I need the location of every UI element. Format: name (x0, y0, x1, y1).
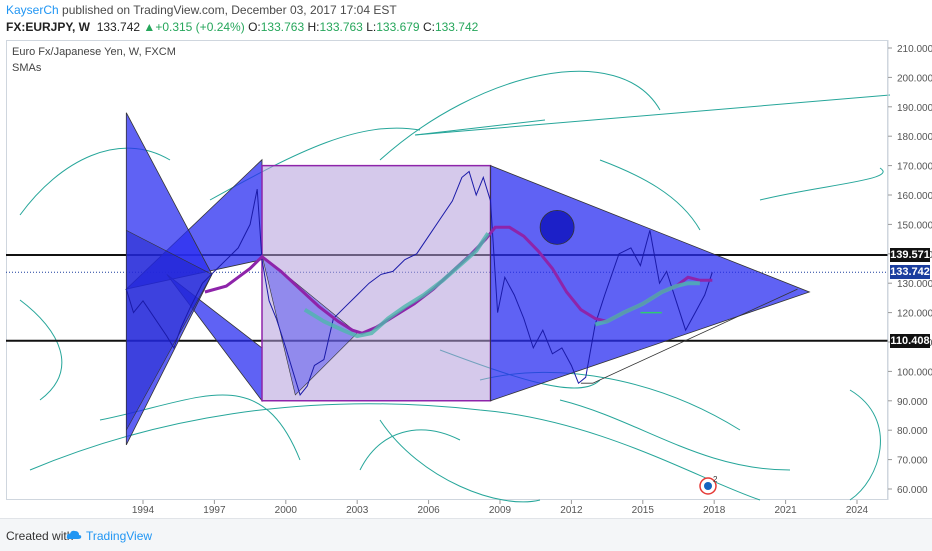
price-line (125, 170, 713, 396)
x-tick-label: 2009 (489, 505, 512, 516)
last-price-tag: 133.742 (890, 265, 930, 280)
x-tick-label: 2003 (346, 505, 369, 516)
symbol-label[interactable]: FX:EURJPY, W (6, 20, 91, 34)
change-value: +0.315 (+0.24%) (155, 20, 245, 34)
created-with-text: Created with (6, 529, 74, 543)
low-value: 133.679 (376, 20, 420, 34)
chart-title: Euro Fx/Japanese Yen, W, FXCM (12, 46, 176, 58)
y-tick-label: 70.000 (897, 456, 928, 467)
sma-teal-line (594, 281, 700, 327)
freehand-drawing (599, 159, 701, 231)
x-tick-label: 2006 (417, 505, 440, 516)
close-value: 133.742 (434, 20, 479, 34)
level-price-tag: 139.571 (890, 248, 930, 263)
indicator-label[interactable]: SMAs (12, 62, 42, 74)
freehand-drawing (359, 429, 461, 471)
y-tick-label: 180.000 (897, 132, 932, 143)
x-tick-label: 2000 (275, 505, 298, 516)
open-value: 133.763 (260, 20, 305, 34)
y-tick-label: 120.000 (897, 309, 932, 320)
symbol-quote-line: FX:EURJPY, W 133.742 ▲+0.315 (+0.24%) O:… (6, 20, 478, 34)
close-label: C: (422, 20, 435, 34)
freehand-drawing (379, 419, 541, 503)
svg-text:2: 2 (713, 475, 718, 484)
y-tick-label: 100.000 (897, 367, 932, 378)
high-value: 133.763 (319, 20, 363, 34)
x-tick-label: 2021 (774, 505, 797, 516)
footer-bar: Created with TradingView (0, 518, 932, 551)
tail-inner-triangle (126, 229, 213, 431)
x-tick-label: 2024 (846, 505, 869, 516)
sma-teal-line (303, 232, 490, 339)
last-price: 133.742 (96, 20, 141, 34)
change-arrow-icon: ▲ (143, 20, 156, 34)
tradingview-link[interactable]: TradingView (86, 529, 153, 543)
head-triangle (490, 165, 811, 402)
x-tick-label: 1997 (203, 505, 226, 516)
x-tick-label: 2015 (632, 505, 655, 516)
y-tick-label: 90.000 (897, 397, 928, 408)
x-tick-label: 2018 (703, 505, 726, 516)
freehand-drawing (19, 299, 63, 401)
y-tick-label: 190.000 (897, 103, 932, 114)
freehand-drawing (379, 70, 661, 161)
y-tick-label: 60.000 (897, 485, 928, 496)
y-tick-label: 170.000 (897, 162, 932, 173)
freehand-drawing (19, 147, 171, 216)
published-text: published on TradingView.com, December 0… (62, 3, 397, 17)
freehand-drawing (559, 399, 791, 471)
level-price-tag: 110.408 (890, 333, 930, 348)
y-tick-label: 210.000 (897, 44, 932, 55)
publish-line: KayserCh published on TradingView.com, D… (6, 3, 397, 17)
y-tick-label: 200.000 (897, 73, 932, 84)
tradingview-cloud-icon (66, 530, 82, 539)
open-label: O: (248, 20, 261, 34)
y-tick-label: 130.000 (897, 279, 932, 290)
y-tick-label: 80.000 (897, 426, 928, 437)
x-tick-label: 2012 (560, 505, 583, 516)
freehand-drawing (849, 389, 881, 501)
event-marker-icon[interactable]: 2 (699, 475, 718, 495)
fish-eye (539, 209, 575, 245)
freehand-drawing (759, 167, 884, 201)
freehand-drawing (414, 119, 546, 136)
y-tick-label: 150.000 (897, 220, 932, 231)
high-label: H: (307, 20, 320, 34)
x-tick-label: 1994 (132, 505, 155, 516)
jaw-line (580, 288, 798, 384)
y-tick-label: 160.000 (897, 191, 932, 202)
freehand-drawing (29, 403, 761, 501)
freehand-drawing (414, 94, 891, 136)
publish-header: KayserCh published on TradingView.com, D… (0, 0, 932, 40)
low-label: L: (366, 20, 377, 34)
author-link[interactable]: KayserCh (6, 3, 59, 17)
